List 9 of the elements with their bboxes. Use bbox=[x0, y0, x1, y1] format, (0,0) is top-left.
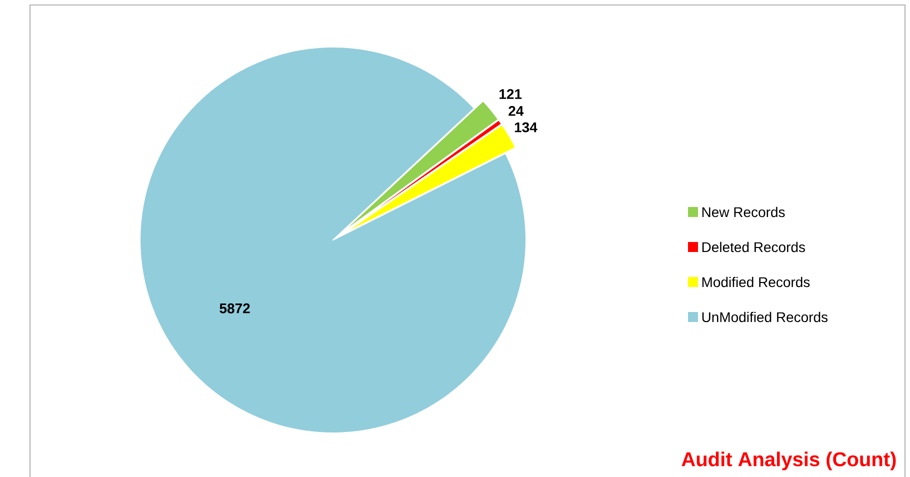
legend-label: Modified Records bbox=[702, 276, 810, 288]
data-label: 134 bbox=[514, 122, 538, 132]
data-label: 121 bbox=[500, 89, 522, 99]
text: Audit Analysis (Count) bbox=[682, 452, 896, 470]
legend-label: Deleted Records bbox=[702, 242, 805, 252]
data-label: 24 bbox=[508, 106, 524, 116]
legend-label: UnModified Records bbox=[702, 312, 828, 322]
legend-label: New Records bbox=[702, 206, 785, 218]
data-label: 5872 bbox=[220, 303, 250, 314]
